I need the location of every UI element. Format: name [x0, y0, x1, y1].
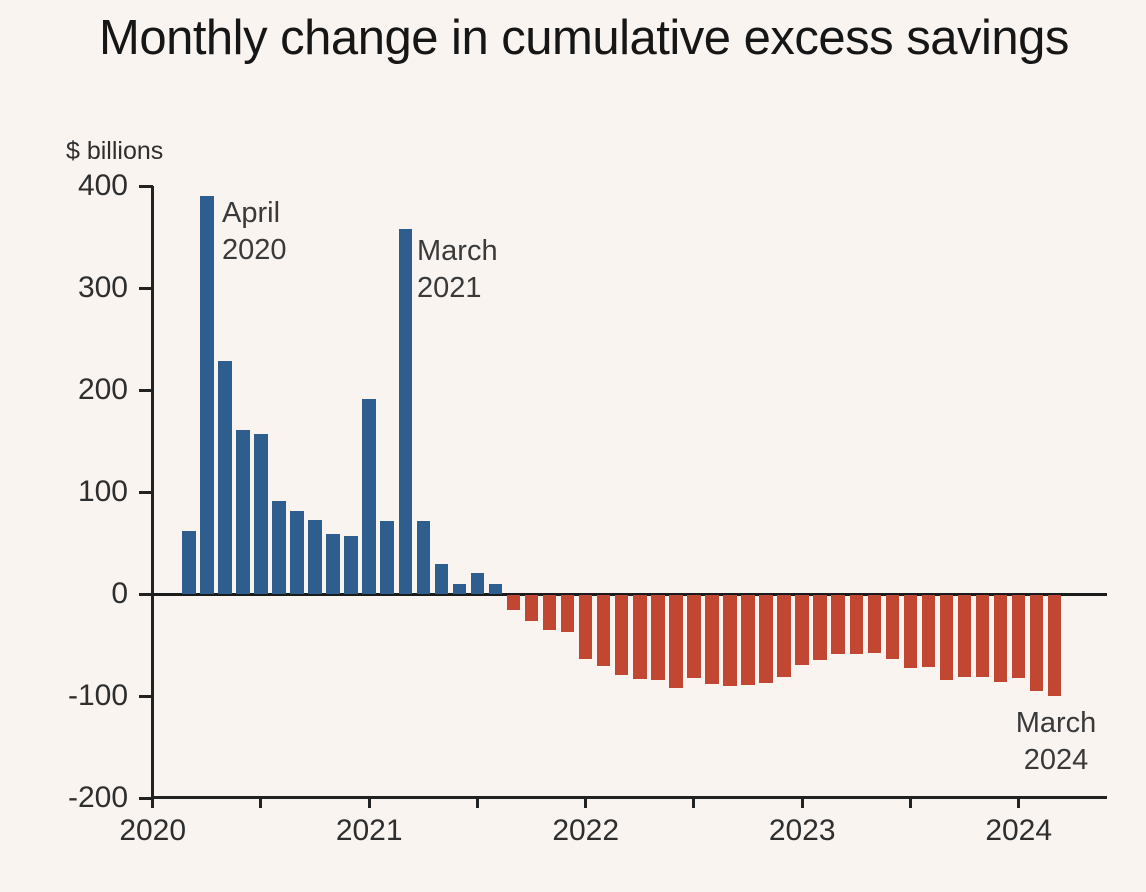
- y-tick-400: [139, 184, 153, 188]
- x-tick-2021.5: [475, 797, 479, 808]
- bar-sep-2021: [506, 595, 521, 611]
- bar-feb-2023: [813, 595, 827, 661]
- x-axis-line: [151, 796, 1107, 799]
- x-tick-label-2023: 2023: [768, 814, 836, 847]
- y-tick-label--100: -100: [67, 679, 128, 712]
- annotation-march-2021: March 2021: [417, 233, 498, 307]
- annotation-line: March: [1015, 707, 1097, 739]
- bar-feb-2022: [596, 595, 611, 667]
- bar-mar-2020: [182, 530, 196, 594]
- annotation-line: April: [222, 197, 281, 229]
- bar-sep-2023: [939, 595, 954, 680]
- x-tick-2020: [151, 797, 155, 808]
- bar-jul-2022: [687, 595, 701, 678]
- bar-aug-2022: [705, 595, 719, 684]
- bar-aug-2020: [272, 501, 286, 594]
- x-tick-2024: [1017, 797, 1021, 808]
- chart-title: Monthly change in cumulative excess savi…: [99, 11, 1069, 65]
- x-tick-2022.5: [692, 797, 696, 808]
- y-tick-label-100: 100: [77, 475, 128, 508]
- y-tick-100: [139, 490, 153, 494]
- annotation-line: 2020: [222, 234, 287, 266]
- bar-dec-2023: [993, 595, 1008, 682]
- y-tick-label-300: 300: [77, 271, 128, 304]
- bar-apr-2022: [633, 595, 647, 679]
- bar-aug-2023: [921, 595, 936, 668]
- bar-mar-2022: [614, 595, 629, 675]
- bar-jun-2022: [669, 595, 683, 688]
- y-tick-0: [139, 592, 153, 596]
- bar-apr-2023: [849, 595, 863, 655]
- bar-dec-2022: [777, 595, 791, 677]
- bar-jan-2024: [1011, 595, 1026, 678]
- bar-jun-2020: [236, 429, 250, 594]
- y-tick-200: [139, 388, 153, 392]
- annotation-line: March: [417, 235, 498, 267]
- bar-feb-2024: [1029, 595, 1044, 691]
- bar-jul-2021: [470, 572, 485, 594]
- y-tick-label-200: 200: [77, 373, 128, 406]
- bar-oct-2023: [957, 595, 972, 677]
- x-tick-2021: [367, 797, 371, 808]
- bar-sep-2020: [290, 511, 304, 594]
- bar-may-2023: [867, 595, 882, 654]
- bar-may-2022: [651, 595, 665, 680]
- y-tick-label-400: 400: [77, 169, 128, 202]
- x-tick-label-2020: 2020: [119, 814, 187, 847]
- x-tick-2020.5: [259, 797, 263, 808]
- x-tick-2023.5: [908, 797, 912, 808]
- x-tick-label-2022: 2022: [552, 814, 620, 847]
- bar-apr-2021: [416, 520, 431, 594]
- bar-jul-2023: [903, 595, 918, 669]
- x-tick-2023: [800, 797, 804, 808]
- x-tick-2022: [584, 797, 588, 808]
- bar-may-2021: [434, 564, 449, 594]
- bar-sep-2022: [723, 595, 737, 686]
- bar-oct-2020: [308, 519, 322, 594]
- bar-apr-2020: [200, 196, 214, 594]
- bar-jan-2021: [362, 399, 376, 594]
- zero-baseline: [152, 593, 1107, 596]
- y-tick--100: [139, 694, 153, 698]
- x-tick-label-2024: 2024: [985, 814, 1053, 847]
- y-axis-unit-label: $ billions: [66, 137, 164, 165]
- bar-feb-2021: [380, 520, 394, 594]
- annotation-march-2024: March 2024: [1006, 705, 1106, 779]
- bar-nov-2021: [542, 595, 557, 630]
- y-tick-label-0: 0: [111, 577, 128, 610]
- bar-jun-2023: [885, 595, 900, 660]
- y-tick--200: [139, 796, 153, 800]
- annotation-april-2020: April 2020: [222, 195, 287, 269]
- bar-jul-2020: [254, 433, 268, 594]
- y-tick-label--200: -200: [67, 781, 128, 814]
- bar-mar-2021: [398, 228, 412, 594]
- bar-dec-2021: [560, 595, 575, 632]
- y-tick-300: [139, 286, 153, 290]
- bar-jan-2023: [795, 595, 809, 666]
- bar-aug-2021: [488, 583, 503, 594]
- x-tick-label-2021: 2021: [335, 814, 403, 847]
- bar-mar-2023: [831, 595, 845, 655]
- bar-jan-2022: [578, 595, 593, 660]
- annotation-line: 2024: [1023, 744, 1089, 776]
- bar-oct-2021: [524, 595, 539, 621]
- bar-mar-2024: [1047, 595, 1062, 696]
- bar-oct-2022: [741, 595, 755, 685]
- bar-nov-2023: [975, 595, 990, 677]
- bar-may-2020: [218, 361, 232, 594]
- bar-nov-2022: [759, 595, 773, 683]
- annotation-line: 2021: [417, 272, 482, 304]
- bar-jun-2021: [452, 583, 467, 594]
- bar-dec-2020: [344, 535, 358, 594]
- bar-nov-2020: [326, 533, 340, 594]
